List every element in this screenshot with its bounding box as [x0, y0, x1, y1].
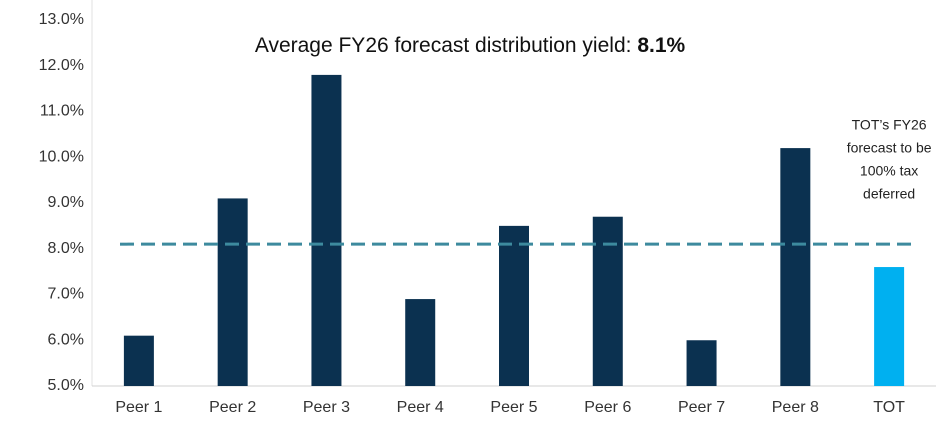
y-tick-label: 13.0% — [39, 11, 84, 28]
x-tick-label: Peer 1 — [115, 399, 162, 416]
bar — [592, 216, 623, 386]
annotation: TOT’s FY26 — [852, 117, 927, 133]
bar — [311, 74, 342, 387]
bar — [217, 198, 248, 386]
x-tick-label: Peer 6 — [584, 399, 631, 416]
bar — [874, 267, 905, 386]
x-tick-label: Peer 7 — [678, 399, 725, 416]
y-tick-label: 6.0% — [48, 331, 84, 348]
x-tick-label: Peer 4 — [397, 399, 444, 416]
chart-title: Average FY26 forecast distribution yield… — [255, 34, 686, 57]
annotation: 100% tax — [860, 163, 918, 179]
x-tick-label: TOT — [873, 399, 905, 416]
x-tick-label: Peer 5 — [490, 399, 537, 416]
x-tick-label: Peer 3 — [303, 399, 350, 416]
y-tick-label: 12.0% — [39, 57, 84, 74]
bar — [780, 148, 811, 386]
bar — [405, 299, 436, 386]
x-tick-label: Peer 8 — [772, 399, 819, 416]
x-tick-label: Peer 2 — [209, 399, 256, 416]
y-tick-label: 11.0% — [40, 103, 84, 120]
y-tick-label: 8.0% — [48, 240, 84, 257]
bar — [686, 340, 717, 386]
bar — [499, 225, 529, 386]
y-tick-label: 10.0% — [39, 148, 84, 165]
y-tick-label: 5.0% — [48, 377, 84, 394]
annotation: forecast to be — [847, 140, 932, 156]
y-tick-label: 7.0% — [48, 286, 84, 303]
annotation: deferred — [863, 186, 915, 202]
bar — [123, 335, 154, 386]
y-tick-label: 9.0% — [48, 194, 84, 211]
